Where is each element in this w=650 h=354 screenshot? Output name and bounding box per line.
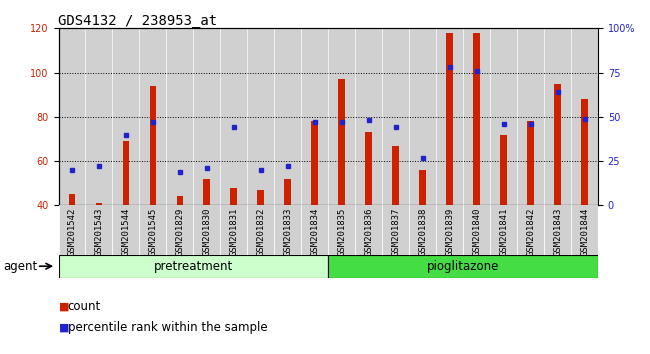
Bar bbox=[393, 145, 399, 205]
Bar bbox=[355, 205, 382, 255]
Bar bbox=[140, 205, 166, 255]
Text: GSM201544: GSM201544 bbox=[122, 208, 131, 256]
Text: ■: ■ bbox=[58, 301, 69, 311]
Bar bbox=[257, 190, 264, 205]
Bar bbox=[112, 205, 140, 255]
Bar bbox=[85, 205, 112, 255]
Text: GSM201832: GSM201832 bbox=[256, 208, 265, 256]
Bar bbox=[112, 28, 140, 205]
Bar bbox=[517, 205, 544, 255]
Bar bbox=[231, 188, 237, 205]
Bar bbox=[544, 205, 571, 255]
Bar bbox=[203, 179, 210, 205]
Text: GSM201831: GSM201831 bbox=[229, 208, 239, 256]
Text: count: count bbox=[68, 300, 101, 313]
Bar bbox=[194, 205, 220, 255]
Bar bbox=[177, 196, 183, 205]
Bar bbox=[140, 28, 166, 205]
Bar bbox=[123, 141, 129, 205]
Bar bbox=[58, 205, 85, 255]
Text: pioglitazone: pioglitazone bbox=[427, 260, 499, 273]
Bar bbox=[311, 121, 318, 205]
Bar bbox=[500, 135, 507, 205]
Bar bbox=[150, 86, 156, 205]
Bar bbox=[58, 28, 85, 205]
Text: percentile rank within the sample: percentile rank within the sample bbox=[68, 321, 267, 334]
Bar bbox=[85, 28, 112, 205]
Bar bbox=[571, 28, 598, 205]
Text: GDS4132 / 238953_at: GDS4132 / 238953_at bbox=[58, 14, 218, 28]
Text: ■: ■ bbox=[58, 322, 69, 332]
Text: GSM201545: GSM201545 bbox=[148, 208, 157, 256]
Text: GSM201840: GSM201840 bbox=[472, 208, 481, 256]
Text: GSM201838: GSM201838 bbox=[418, 208, 427, 256]
Bar bbox=[410, 205, 436, 255]
Bar bbox=[328, 255, 598, 278]
Bar bbox=[285, 179, 291, 205]
Text: GSM201835: GSM201835 bbox=[337, 208, 346, 256]
Bar bbox=[473, 33, 480, 205]
Text: GSM201834: GSM201834 bbox=[310, 208, 319, 256]
Text: GSM201833: GSM201833 bbox=[283, 208, 292, 256]
Text: agent: agent bbox=[3, 260, 38, 273]
Text: GSM201836: GSM201836 bbox=[364, 208, 373, 256]
Bar bbox=[436, 205, 463, 255]
Text: GSM201839: GSM201839 bbox=[445, 208, 454, 256]
Text: GSM201830: GSM201830 bbox=[202, 208, 211, 256]
Bar bbox=[166, 28, 194, 205]
Bar bbox=[194, 28, 220, 205]
Bar bbox=[302, 28, 328, 205]
Text: GSM201542: GSM201542 bbox=[68, 208, 77, 256]
Bar bbox=[69, 194, 75, 205]
Bar bbox=[274, 205, 302, 255]
Bar bbox=[581, 99, 588, 205]
Bar bbox=[527, 121, 534, 205]
Bar bbox=[490, 28, 517, 205]
Bar bbox=[436, 28, 463, 205]
Bar bbox=[96, 203, 102, 205]
Text: GSM201843: GSM201843 bbox=[553, 208, 562, 256]
Bar bbox=[382, 28, 410, 205]
Bar bbox=[447, 33, 453, 205]
Bar bbox=[166, 205, 194, 255]
Text: GSM201841: GSM201841 bbox=[499, 208, 508, 256]
Bar bbox=[463, 205, 490, 255]
Text: GSM201844: GSM201844 bbox=[580, 208, 589, 256]
Bar bbox=[490, 205, 517, 255]
Bar bbox=[328, 28, 355, 205]
Bar bbox=[365, 132, 372, 205]
Text: GSM201842: GSM201842 bbox=[526, 208, 535, 256]
Bar bbox=[247, 205, 274, 255]
Bar bbox=[247, 28, 274, 205]
Bar bbox=[355, 28, 382, 205]
Bar bbox=[544, 28, 571, 205]
Bar bbox=[463, 28, 490, 205]
Bar bbox=[419, 170, 426, 205]
Bar bbox=[274, 28, 302, 205]
Bar bbox=[382, 205, 410, 255]
Text: GSM201543: GSM201543 bbox=[94, 208, 103, 256]
Text: pretreatment: pretreatment bbox=[154, 260, 233, 273]
Text: GSM201829: GSM201829 bbox=[176, 208, 185, 256]
Bar bbox=[328, 205, 355, 255]
Bar bbox=[302, 205, 328, 255]
Bar bbox=[339, 79, 345, 205]
Bar bbox=[517, 28, 544, 205]
Bar bbox=[58, 255, 328, 278]
Bar bbox=[410, 28, 436, 205]
Text: GSM201837: GSM201837 bbox=[391, 208, 400, 256]
Bar bbox=[571, 205, 598, 255]
Bar bbox=[554, 84, 561, 205]
Bar bbox=[220, 205, 247, 255]
Bar bbox=[220, 28, 247, 205]
